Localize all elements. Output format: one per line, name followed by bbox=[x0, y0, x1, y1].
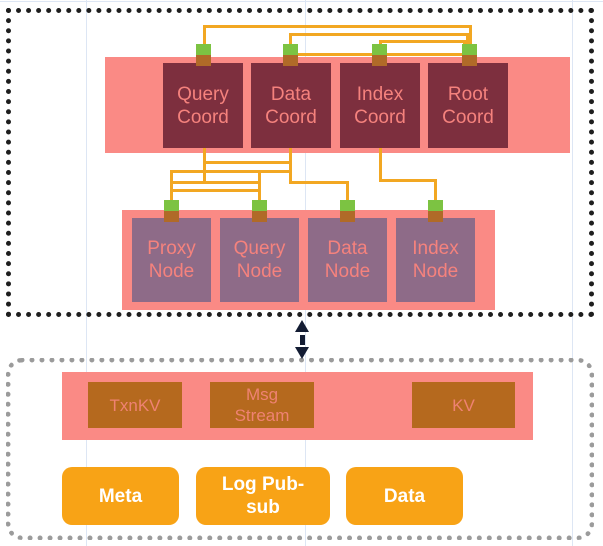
connector-green bbox=[372, 44, 387, 55]
storage-layer-border bbox=[6, 358, 594, 540]
connector-brown bbox=[164, 211, 179, 222]
node-box-label: Proxy Node bbox=[147, 238, 196, 282]
guide-line bbox=[572, 0, 573, 546]
node-box-index: Index Node bbox=[396, 218, 475, 302]
connector-root-coord bbox=[462, 44, 477, 66]
connector-green bbox=[462, 44, 477, 55]
wire-query-to-root bbox=[469, 25, 472, 46]
connector-data-coord bbox=[283, 44, 298, 66]
bidirectional-arrow-icon bbox=[300, 335, 305, 345]
wire-to-proxy-node bbox=[170, 170, 173, 202]
wire-index-to-root bbox=[379, 40, 466, 43]
connector-green bbox=[283, 44, 298, 55]
compute-layer-border bbox=[6, 8, 594, 317]
coord-box-root: Root Coord bbox=[428, 63, 508, 148]
wire-query-to-root bbox=[203, 25, 472, 28]
wire-data-to-root bbox=[466, 33, 469, 46]
wire-data-coord-to-data-node bbox=[289, 181, 349, 184]
connector-brown bbox=[252, 211, 267, 222]
connector-green bbox=[196, 44, 211, 55]
service-box-log-pubsub: Log Pub-sub bbox=[196, 467, 330, 525]
node-box-label: Query Node bbox=[233, 238, 286, 282]
connector-query-coord bbox=[196, 44, 211, 66]
wire-index-to-root bbox=[463, 40, 466, 46]
connector-brown bbox=[428, 211, 443, 222]
service-box-label: Log Pub-sub bbox=[221, 474, 305, 518]
storage-box-label: Msg Stream bbox=[234, 385, 290, 425]
wire-query-to-root bbox=[203, 25, 206, 46]
wire-data-to-root bbox=[289, 33, 292, 46]
bidirectional-arrow-icon bbox=[295, 347, 309, 359]
wire-index-coord-to-index-node bbox=[379, 179, 437, 182]
connector-index-coord bbox=[372, 44, 387, 66]
connector-data-node bbox=[340, 200, 355, 222]
storage-box-txnkv: TxnKV bbox=[88, 382, 182, 428]
coord-box-label: Root Coord bbox=[442, 83, 494, 128]
wire-rung bbox=[170, 170, 292, 173]
wire-data-to-root bbox=[289, 33, 469, 36]
service-box-data: Data bbox=[346, 467, 463, 525]
coord-box-data: Data Coord bbox=[251, 63, 331, 148]
wire-index-coord-down bbox=[379, 148, 382, 182]
connector-brown bbox=[283, 55, 298, 66]
storage-box-label: TxnKV bbox=[109, 395, 161, 415]
wire-to-query-node bbox=[258, 170, 261, 202]
guide-line bbox=[0, 1, 603, 2]
node-box-query: Query Node bbox=[220, 218, 299, 302]
wire-rung bbox=[203, 161, 292, 164]
bidirectional-arrow-icon bbox=[295, 320, 309, 332]
storage-box-kv: KV bbox=[412, 382, 515, 428]
connector-brown bbox=[462, 55, 477, 66]
node-box-data: Data Node bbox=[308, 218, 387, 302]
coord-box-label: Query Coord bbox=[177, 83, 229, 128]
storage-box-msgstream: Msg Stream bbox=[210, 382, 314, 428]
connector-green bbox=[428, 200, 443, 211]
wire-data-coord-down bbox=[289, 148, 292, 184]
node-box-proxy: Proxy Node bbox=[132, 218, 211, 302]
wire-data-coord-to-data-node bbox=[346, 181, 349, 202]
connector-green bbox=[164, 200, 179, 211]
wire-rung bbox=[170, 181, 260, 184]
wire-index-coord-to-index-node bbox=[434, 179, 437, 202]
wire-index-to-root bbox=[379, 40, 382, 46]
service-box-meta: Meta bbox=[62, 467, 179, 525]
node-box-label: Index Node bbox=[412, 238, 459, 282]
connector-query-node bbox=[252, 200, 267, 222]
connector-index-node bbox=[428, 200, 443, 222]
guide-line bbox=[86, 0, 87, 546]
node-box-label: Data Node bbox=[324, 238, 371, 282]
connector-green bbox=[340, 200, 355, 211]
service-box-label: Data bbox=[383, 485, 426, 507]
connector-proxy-node bbox=[164, 200, 179, 222]
storage-box-label: KV bbox=[452, 395, 475, 415]
coord-box-query: Query Coord bbox=[163, 63, 243, 148]
coord-box-label: Index Coord bbox=[354, 83, 406, 128]
connector-brown bbox=[372, 55, 387, 66]
coord-box-index: Index Coord bbox=[340, 63, 420, 148]
wire-rung bbox=[170, 189, 260, 192]
connector-brown bbox=[340, 211, 355, 222]
connector-green bbox=[252, 200, 267, 211]
connector-brown bbox=[196, 55, 211, 66]
wire-query-coord-down bbox=[203, 148, 206, 184]
service-box-label: Meta bbox=[98, 485, 143, 507]
coord-box-label: Data Coord bbox=[265, 83, 317, 128]
